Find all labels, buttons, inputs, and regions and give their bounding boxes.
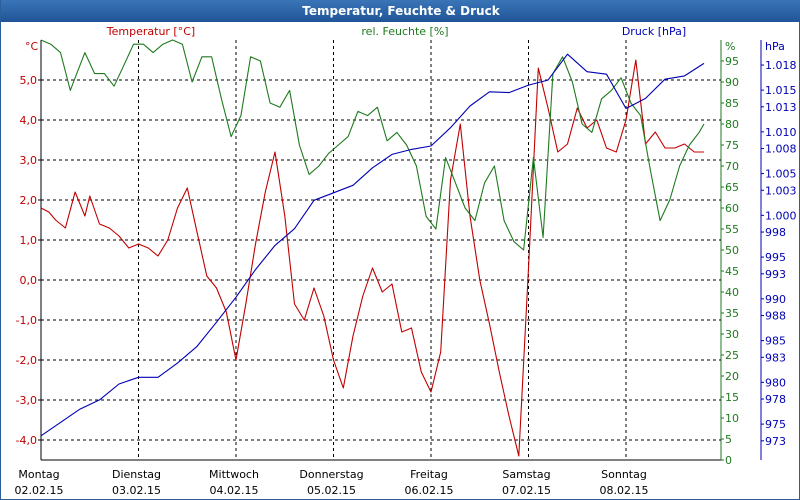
temperature-tick-label: 3,0 [20,154,38,167]
pressure-tick-label: 983 [765,351,786,364]
temperature-tick-label: -4,0 [16,434,37,447]
x-tick-day: Freitag [410,468,448,481]
humidity-tick-label: 40 [725,286,739,299]
pressure-tick-label: 985 [765,335,786,348]
pressure-tick-label: 980 [765,376,786,389]
temperature-axis-title: Temperatur [°C] [106,25,195,38]
temperature-tick-label: 1,0 [20,234,38,247]
temperature-tick-label: -2,0 [16,354,37,367]
x-tick-day: Sonntag [601,468,647,481]
humidity-tick-label: 35 [725,307,739,320]
grid [41,40,721,460]
x-tick-day: Mittwoch [209,468,259,481]
pressure-series-line [40,53,705,437]
x-tick-day: Montag [18,468,59,481]
humidity-tick-label: 60 [725,202,739,215]
humidity-tick-label: 80 [725,118,739,131]
x-tick-date: 08.02.15 [600,484,649,497]
x-tick-date: 06.02.15 [405,484,454,497]
temperature-tick-label: 5,0 [20,74,38,87]
temperature-tick-labels: -4,0 -3,0 -2,0 -1,0 0,0 1,0 2,0 3,0 4,0 5,0 [16,74,41,447]
pressure-tick-label: 978 [765,393,786,406]
temperature-tick-label: -1,0 [16,314,37,327]
temperature-unit-label: °C [25,40,39,53]
pressure-axis-title: Druck [hPa] [622,25,686,38]
humidity-tick-label: 5 [725,433,732,446]
humidity-tick-label: 70 [725,160,739,173]
pressure-tick-label: 1.000 [765,209,797,222]
humidity-tick-label: 75 [725,139,739,152]
humidity-tick-label: 20 [725,370,739,383]
pressure-tick-label: 1.010 [765,126,797,139]
pressure-tick-label: 993 [765,268,786,281]
pressure-tick-label: 988 [765,310,786,323]
humidity-unit-label: % [725,40,735,53]
pressure-tick-label: 1.003 [765,184,797,197]
humidity-tick-label: 25 [725,349,739,362]
humidity-tick-labels: 0 5 10 15 20 25 30 35 40 45 50 55 60 65 70 75 80 85 90 95 [721,55,739,467]
pressure-tick-labels: 973 975 978 980 983 985 988 990 993 995 998 1.000 1.… [761,59,797,448]
pressure-unit-label: hPa [765,40,785,53]
series-layer [40,39,705,457]
x-tick-date: 02.02.15 [15,484,64,497]
humidity-axis-title: rel. Feuchte [%] [361,25,448,38]
pressure-tick-label: 1.015 [765,84,797,97]
humidity-tick-label: 10 [725,412,739,425]
x-tick-day: Donnerstag [299,468,363,481]
x-tick-labels: Montag 02.02.15 Dienstag 03.02.15 Mittwoch 04… [15,468,649,497]
pressure-tick-label: 1.008 [765,143,797,156]
pressure-tick-label: 990 [765,293,786,306]
temperature-series-line [40,59,704,457]
humidity-tick-label: 85 [725,97,739,110]
humidity-tick-label: 90 [725,76,739,89]
humidity-tick-label: 65 [725,181,739,194]
pressure-tick-label: 1.005 [765,168,797,181]
pressure-tick-label: 998 [765,226,786,239]
x-tick-date: 07.02.15 [502,484,551,497]
temperature-tick-label: 2,0 [20,194,38,207]
window-title: Temperatur, Feuchte & Druck [1,0,800,22]
pressure-tick-label: 975 [765,418,786,431]
temperature-tick-label: -3,0 [16,394,37,407]
x-tick-day: Dienstag [112,468,161,481]
temperature-tick-label: 0,0 [20,274,38,287]
humidity-tick-label: 50 [725,244,739,257]
humidity-tick-label: 95 [725,55,739,68]
x-tick-date: 04.02.15 [210,484,259,497]
pressure-tick-label: 995 [765,251,786,264]
humidity-tick-label: 15 [725,391,739,404]
humidity-tick-label: 55 [725,223,739,236]
humidity-tick-label: 45 [725,265,739,278]
x-tick-date: 03.02.15 [112,484,161,497]
pressure-tick-label: 1.013 [765,101,797,114]
temperature-tick-label: 4,0 [20,114,38,127]
pressure-tick-label: 973 [765,435,786,448]
x-tick-date: 05.02.15 [307,484,356,497]
x-tick-day: Samstag [502,468,550,481]
humidity-series-line [40,39,705,251]
humidity-tick-label: 0 [725,454,732,467]
pressure-tick-label: 1.018 [765,59,797,72]
humidity-tick-label: 30 [725,328,739,341]
